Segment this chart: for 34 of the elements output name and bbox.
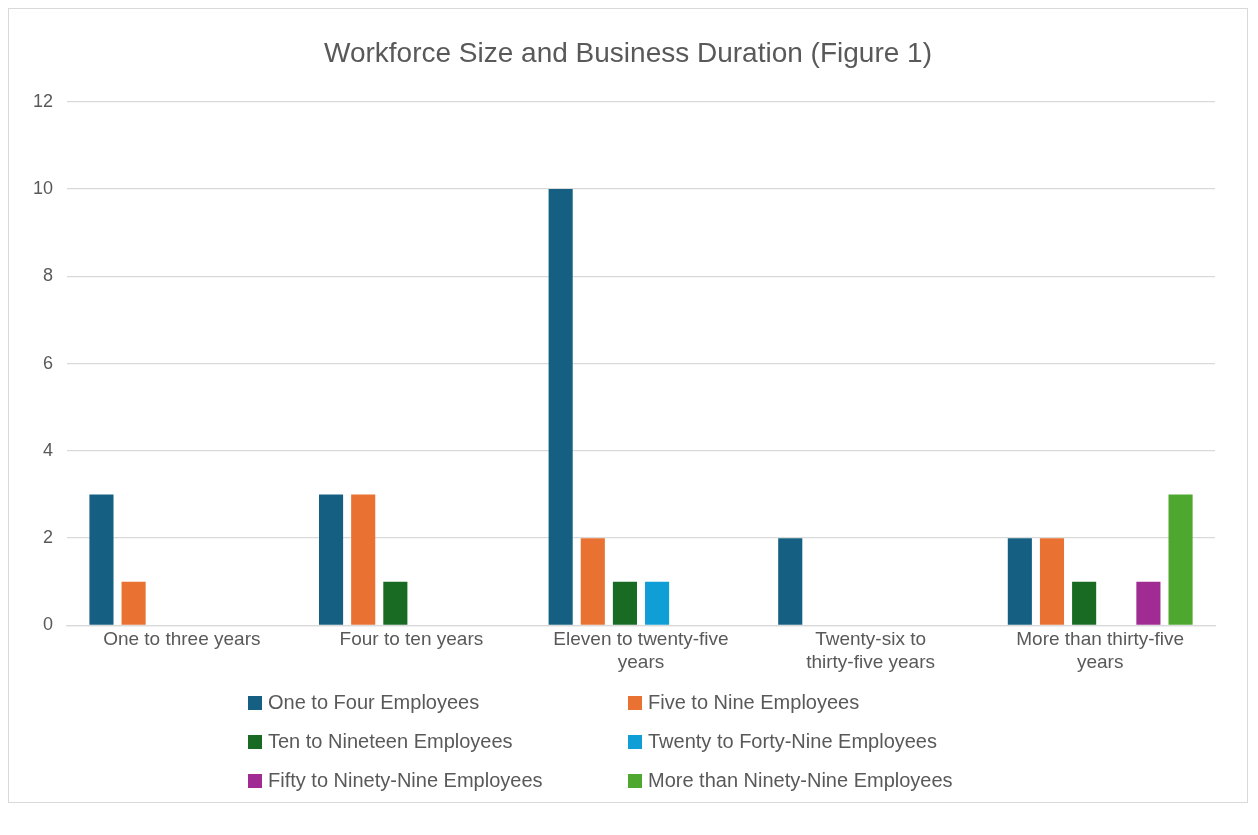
legend-label: Twenty to Forty-Nine Employees [648, 730, 937, 753]
bar [121, 581, 146, 625]
bar [580, 538, 605, 625]
y-tick-label: 0 [43, 614, 54, 635]
y-tick-label: 4 [43, 439, 54, 460]
bar [89, 494, 114, 625]
legend-label: Ten to Nineteen Employees [268, 730, 513, 753]
bar [319, 494, 344, 625]
bar [548, 189, 573, 625]
legend-label: Five to Nine Employees [648, 691, 860, 714]
y-tick-label: 10 [32, 178, 54, 199]
bar [778, 538, 803, 625]
bar [645, 581, 670, 625]
chart-title: Workforce Size and Business Duration (Figure 1) [323, 36, 933, 70]
bar [351, 494, 376, 625]
bar [1039, 538, 1065, 625]
y-tick-label: 2 [43, 527, 54, 548]
bar [1136, 581, 1161, 625]
x-tick-label: Four to ten years [339, 628, 484, 650]
legend-label: Fifty to Ninety-Nine Employees [268, 769, 543, 792]
y-tick-label: 6 [43, 352, 54, 373]
legend-label: More than Ninety-Nine Employees [648, 769, 953, 792]
bar [1072, 581, 1097, 625]
bar [1168, 494, 1193, 625]
y-tick-label: 8 [43, 265, 54, 286]
x-tick-label: More than thirty-five years [1016, 628, 1185, 672]
bar [383, 581, 408, 625]
bar [1007, 538, 1032, 625]
bar [612, 581, 637, 625]
x-tick-label: One to three years [103, 628, 261, 650]
x-tick-label: Twenty-six to thirty-five years [806, 628, 936, 672]
y-tick-label: 12 [32, 90, 54, 111]
legend-label: One to Four Employees [268, 691, 480, 714]
x-tick-label: Eleven to twenty-five years [553, 628, 729, 672]
